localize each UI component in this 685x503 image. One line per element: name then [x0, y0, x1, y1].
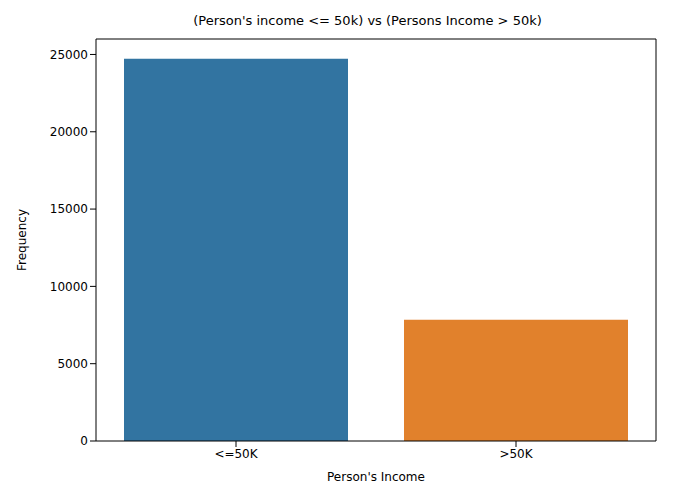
svg-text:0: 0	[80, 434, 88, 448]
svg-text:<=50K: <=50K	[214, 447, 258, 461]
svg-text:>50K: >50K	[499, 447, 533, 461]
svg-text:Frequency: Frequency	[15, 209, 29, 271]
svg-text:Person's Income: Person's Income	[327, 470, 425, 484]
svg-text:25000: 25000	[50, 48, 88, 62]
html-text:(Person's income <= 50k) vs (P: (Person's income <= 50k) vs (Persons Inc…	[193, 13, 542, 28]
svg-text:15000: 15000	[50, 202, 88, 216]
svg-text:5000: 5000	[57, 357, 88, 371]
svg-text:20000: 20000	[50, 125, 88, 139]
svg-text:10000: 10000	[50, 280, 88, 294]
